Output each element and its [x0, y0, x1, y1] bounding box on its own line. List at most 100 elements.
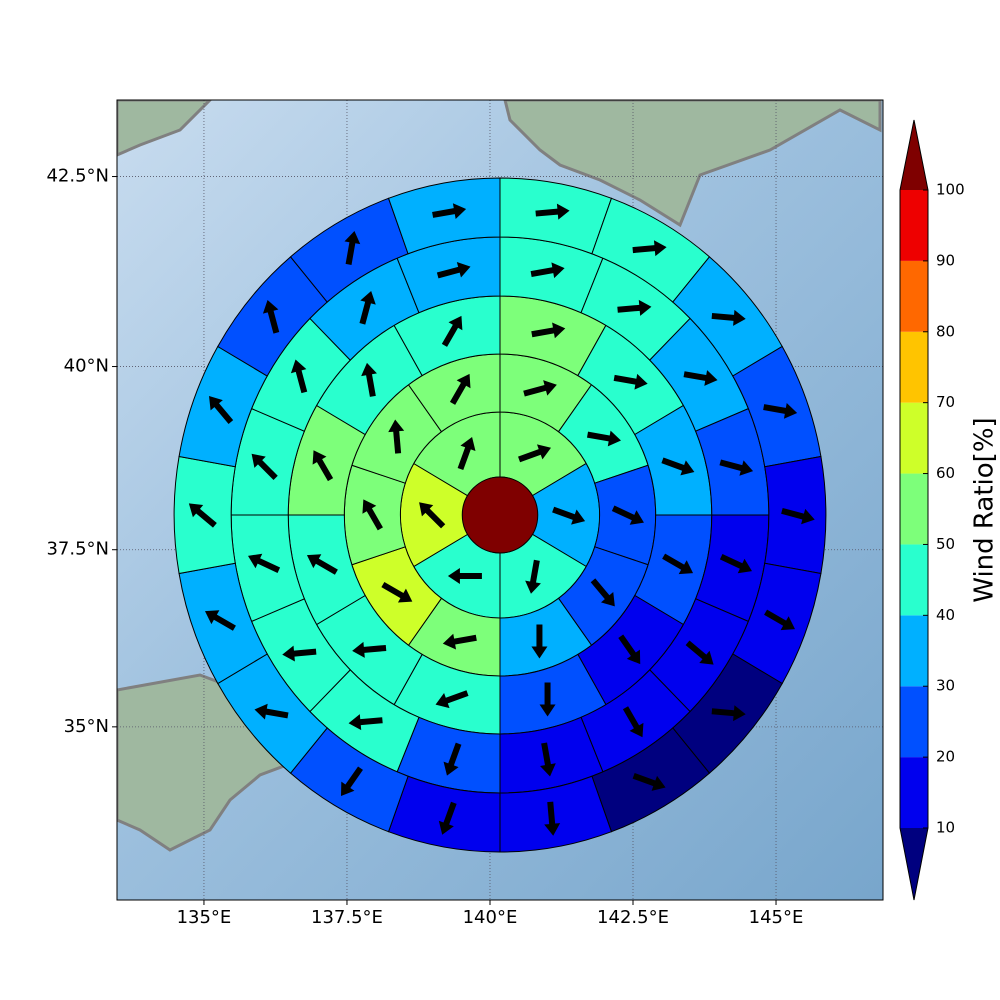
- wind-arrow: [209, 396, 234, 425]
- wind-arrow: [251, 453, 278, 480]
- wind-arrow: [388, 419, 405, 454]
- land: [503, 100, 882, 228]
- wind-arrow: [535, 203, 570, 220]
- wind-arrow: [781, 507, 815, 525]
- wind-arrow: [348, 714, 383, 731]
- wind-arrow: [552, 506, 586, 525]
- wind-arrow: [586, 430, 621, 447]
- wind-arrow: [435, 690, 469, 709]
- wind-arrow: [523, 380, 557, 397]
- wind-arrow: [632, 773, 666, 791]
- y-tick-label: 37.5°N: [46, 539, 109, 560]
- wind-arrow: [530, 262, 565, 279]
- x-tick-label: 137.5°E: [311, 907, 383, 928]
- wind-arrow: [344, 230, 361, 265]
- wind-arrow: [764, 609, 796, 631]
- sectors: [173, 177, 827, 853]
- wind-arrow: [618, 634, 641, 665]
- x-tick-label: 142.5°E: [597, 907, 669, 928]
- wind-arrow: [362, 499, 383, 531]
- y-tick-label: 35°N: [64, 716, 109, 737]
- wind-arrow: [419, 502, 446, 529]
- wind-arrow: [662, 553, 694, 575]
- colorbar: 10 20 30 40 50 60 70 80 90 100: [899, 119, 965, 901]
- wind-arrow: [457, 437, 476, 471]
- wind-arrow: [254, 703, 289, 720]
- wind-arrow: [611, 505, 644, 525]
- colorbar-tick-label: 10: [936, 819, 955, 837]
- wind-arrow: [381, 581, 413, 603]
- wind-arrow: [719, 553, 752, 574]
- wind-arrow: [442, 633, 477, 650]
- x-tick-label: 145°E: [749, 907, 804, 928]
- wind-arrow: [306, 554, 338, 575]
- colorbar-tick-label: 70: [936, 393, 955, 411]
- wind-arrow: [683, 370, 718, 386]
- wind-arrow: [204, 610, 236, 631]
- plot-frame: [116, 99, 884, 901]
- arrows: [188, 203, 815, 836]
- colorbar-segment: [900, 260, 928, 332]
- colorbar-tick-label: 30: [936, 677, 955, 695]
- ticks: 135°E 137.5°E 140°E 142.5°E 145°E 35°N 37.5°N 4…: [46, 166, 803, 928]
- wind-arrow: [312, 450, 334, 482]
- center-dot: [461, 476, 539, 554]
- y-tick-label: 40°N: [64, 356, 109, 377]
- wind-arrow: [711, 309, 746, 326]
- wind-arrow: [449, 373, 471, 405]
- wind-arrow: [248, 553, 281, 573]
- colorbar-tick-label: 100: [936, 181, 965, 199]
- wind-arrow: [539, 682, 556, 717]
- wind-arrow: [661, 457, 695, 476]
- wind-arrow: [617, 299, 652, 316]
- colorbar-segment: [900, 686, 928, 758]
- colorbar-segment: [900, 190, 928, 261]
- x-tick-label: 140°E: [463, 907, 518, 928]
- colorbar-segment: [900, 473, 928, 545]
- wind-arrow: [518, 444, 552, 463]
- wind-arrow: [719, 459, 754, 476]
- wind-arrow: [622, 706, 644, 738]
- wind-arrow: [441, 315, 463, 347]
- colorbar-segment: [900, 402, 928, 474]
- wind-arrow: [531, 322, 566, 339]
- wind-arrow: [590, 578, 615, 607]
- colorbar-title: Wind Ratio[%]: [970, 417, 1000, 602]
- wind-arrow: [447, 568, 482, 585]
- colorbar-segment: [900, 757, 928, 828]
- wind-arrow: [282, 645, 317, 662]
- wind-arrow: [531, 624, 548, 659]
- wind-arrow: [540, 742, 556, 777]
- wind-arrow: [525, 559, 541, 594]
- colorbar-tick-label: 40: [936, 606, 955, 624]
- wind-arrow: [340, 766, 363, 797]
- wind-arrow: [290, 359, 308, 394]
- land: [117, 100, 213, 157]
- wind-arrow: [262, 299, 280, 334]
- colorbar-tick-label: 90: [936, 251, 955, 269]
- wind-arrow: [763, 402, 798, 419]
- colorbar-segment: [900, 615, 928, 687]
- colorbar-tick-label: 60: [936, 464, 955, 482]
- colorbar-tick-label: 20: [936, 748, 955, 766]
- wind-arrow: [436, 261, 471, 279]
- wind-arrow: [544, 801, 561, 836]
- wind-arrow: [188, 503, 217, 528]
- wind-arrow: [359, 290, 376, 325]
- colorbar-over: [900, 120, 928, 190]
- colorbar-segment: [900, 544, 928, 616]
- wind-arrow: [685, 640, 714, 665]
- wind-arrow: [432, 203, 467, 220]
- y-tick-label: 42.5°N: [46, 166, 109, 187]
- x-tick-label: 135°E: [177, 907, 232, 928]
- wind-arrow: [632, 240, 667, 257]
- wind-arrow: [352, 641, 387, 658]
- colorbar-tick-label: 80: [936, 322, 955, 340]
- colorbar-under: [900, 828, 928, 900]
- colorbar-segment: [900, 331, 928, 403]
- wind-arrow: [711, 705, 746, 722]
- wind-arrow: [438, 801, 457, 835]
- wind-arrow: [613, 373, 648, 390]
- wind-arrow: [443, 742, 462, 776]
